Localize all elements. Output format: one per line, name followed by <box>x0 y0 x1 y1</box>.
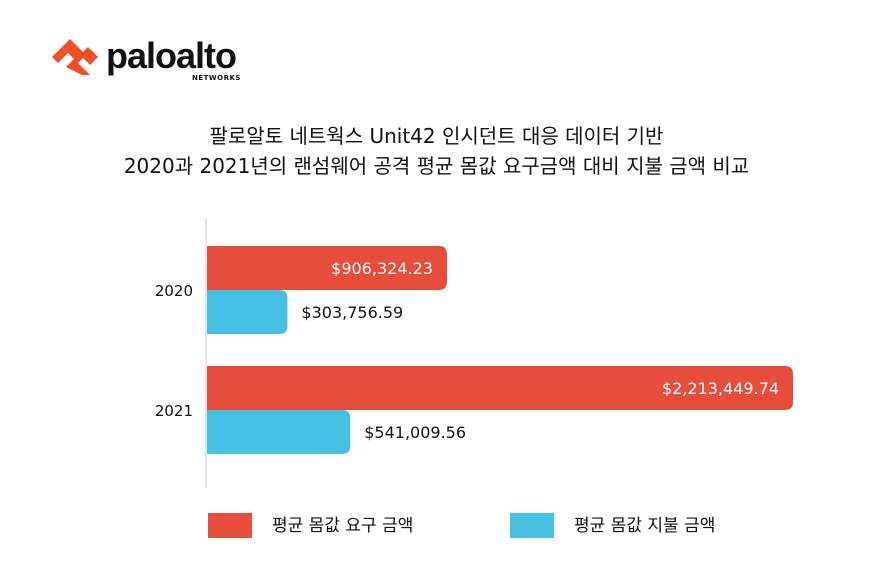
chart-title-line2: 2020과 2021년의 랜섬웨어 공격 평균 몸값 요구금액 대비 지불 금액… <box>123 154 750 178</box>
logo-text: paloalto <box>106 35 237 76</box>
legend-label: 평균 몸값 요구 금액 <box>272 516 413 536</box>
bar-requested <box>207 246 447 290</box>
data-label: $906,324.23 <box>331 259 433 278</box>
chart-title-line1: 팔로알토 네트웍스 Unit42 인시던트 대응 데이터 기반 <box>209 124 664 148</box>
bar-requested <box>207 366 793 410</box>
logo-subtext: NETWORKS <box>192 74 241 82</box>
legend-swatch <box>510 513 554 538</box>
data-label: $2,213,449.74 <box>662 379 779 398</box>
bar-paid <box>206 410 351 454</box>
bar-paid <box>207 290 288 334</box>
legend-swatch <box>208 513 252 538</box>
category-label: 2021 <box>155 402 193 420</box>
logo: paloalto NETWORKS <box>52 35 240 82</box>
paloalto-logo-icon <box>52 39 98 75</box>
data-label: $303,756.59 <box>301 303 403 322</box>
category-label: 2020 <box>155 282 193 300</box>
legend-label: 평균 몸값 지불 금액 <box>574 516 715 536</box>
data-label: $541,009.56 <box>364 423 466 442</box>
